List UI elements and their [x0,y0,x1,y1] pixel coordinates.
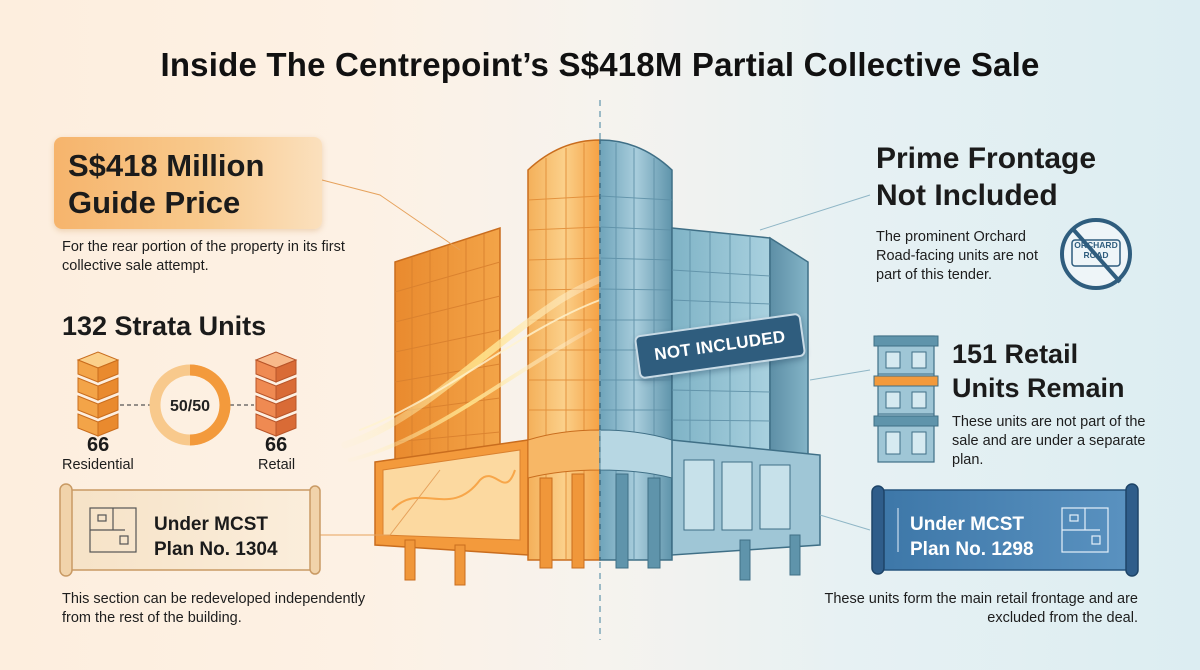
retail-label: Retail [258,457,296,473]
residential-count: 66 [87,434,110,456]
retail-remain-description: These units are not part of the sale and… [952,414,1146,468]
floorplan-icon-right [1061,507,1109,553]
retail-units-icon [254,351,298,437]
building-rear-portion [341,139,624,586]
strata-units-title: 132 Strata Units [62,311,267,341]
mcst-1304-scroll [59,483,321,577]
right-bottom-note: These units form the main retail frontag… [824,591,1138,626]
no-orchard-road-icon [1060,218,1132,290]
residential-units-icon [76,351,120,437]
retail-storefront-icon [873,335,939,463]
mcst-1298-scroll [871,483,1139,577]
right-leader-lines [759,194,871,531]
page-title: Inside The Centrepoint’s S$418M Partial … [160,46,1040,83]
guide-price-amount: S$418 Million [68,148,265,183]
prime-frontage-description: The prominent Orchard Road-facing units … [876,229,1039,283]
retail-count: 66 [265,434,288,456]
left-bottom-note: This section can be redeveloped independ… [62,591,366,626]
guide-price-description: For the rear portion of the property in … [62,239,345,274]
left-leader-lines [318,179,461,536]
ratio-label: 50/50 [169,398,211,415]
prime-frontage-line1: Prime Frontage [876,142,1097,175]
orchard-road-sign-label: ORCHARD ROAD [1074,240,1118,260]
mcst-1298-line1: Under MCST [910,514,1024,535]
building-orchard-frontage [599,139,821,581]
retail-remain-line1: 151 Retail [952,339,1079,369]
residential-label: Residential [62,457,134,473]
floorplan-icon-left [89,507,137,553]
prime-frontage-title: Prime Frontage Not Included [876,140,1176,214]
retail-remain-title: 151 Retail Units Remain [952,337,1172,405]
ratio-donut [149,364,231,446]
mcst-1298-text: Under MCST Plan No. 1298 [910,512,1070,562]
mcst-1304-text: Under MCST Plan No. 1304 [154,512,319,562]
mcst-1304-line2: Plan No. 1304 [154,539,278,560]
guide-price-box: S$418 Million Guide Price [54,137,322,229]
guide-price-label: Guide Price [68,185,241,220]
mcst-1304-line1: Under MCST [154,514,268,535]
prime-frontage-line2: Not Included [876,179,1058,212]
mcst-1298-line2: Plan No. 1298 [910,539,1034,560]
retail-remain-line2: Units Remain [952,373,1125,403]
